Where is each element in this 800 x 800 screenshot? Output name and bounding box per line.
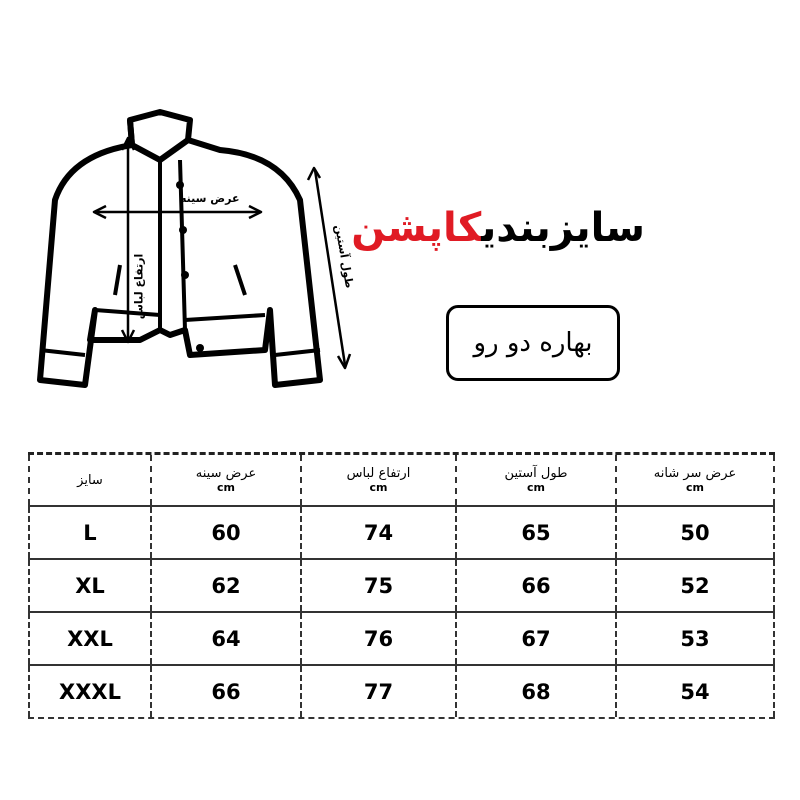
header-unit: cm [369,481,388,494]
chest-label: عرض سینه [180,192,240,205]
page-title: سایزبندیکاپشن [351,205,645,251]
measurement-cell: 66 [150,666,300,717]
measurement-cell: 54 [615,666,775,717]
measurement-cell: 74 [300,507,455,558]
height-label: ارتفاع لباس [132,253,146,320]
table-row: L 60 74 65 50 [28,507,775,560]
size-cell: XL [28,560,150,611]
title-main: سایزبندی [481,205,645,251]
subtitle-box: بهاره دو رو [446,305,620,381]
header-label: طول آستین [504,466,568,481]
table-row: XL 62 75 66 52 [28,560,775,613]
table-row: XXL 64 76 67 53 [28,613,775,666]
header-cell: ارتفاع لباس cm [300,455,455,505]
measurement-cell: 52 [615,560,775,611]
header-unit: cm [686,481,704,494]
size-cell: L [28,507,150,558]
size-table: سایز عرض سینه cm ارتفاع لباس cm طول آستین c… [28,452,775,719]
header-cell: طول آستین cm [455,455,615,505]
measurement-cell: 66 [455,560,615,611]
header-unit: cm [527,481,545,494]
header-label: سایز [77,472,103,488]
jacket-illustration [37,109,352,388]
measurement-cell: 67 [455,613,615,664]
header-label: ارتفاع لباس [346,466,411,481]
measurement-cell: 75 [300,560,455,611]
measurement-cell: 68 [455,666,615,717]
header-unit: cm [217,481,235,494]
measurement-cell: 50 [615,507,775,558]
header-cell: عرض سینه cm [150,455,300,505]
header-cell: سایز [28,455,150,505]
size-cell: XXXL [28,666,150,717]
table-row: XXXL 66 77 68 54 [28,666,775,719]
measurement-cell: 65 [455,507,615,558]
measurement-cell: 53 [615,613,775,664]
measurement-cell: 76 [300,613,455,664]
header-row: سایز عرض سینه cm ارتفاع لباس cm طول آستین c… [28,455,775,507]
size-cell: XXL [28,613,150,664]
measurement-cell: 60 [150,507,300,558]
header-label: عرض سر شانه [653,466,737,481]
measurement-cell: 64 [150,613,300,664]
header-label: عرض سینه [195,466,257,481]
title-accent: کاپشن [351,205,482,251]
header-cell: عرض سر شانه cm [615,455,775,505]
measurement-cell: 77 [300,666,455,717]
measurement-cell: 62 [150,560,300,611]
